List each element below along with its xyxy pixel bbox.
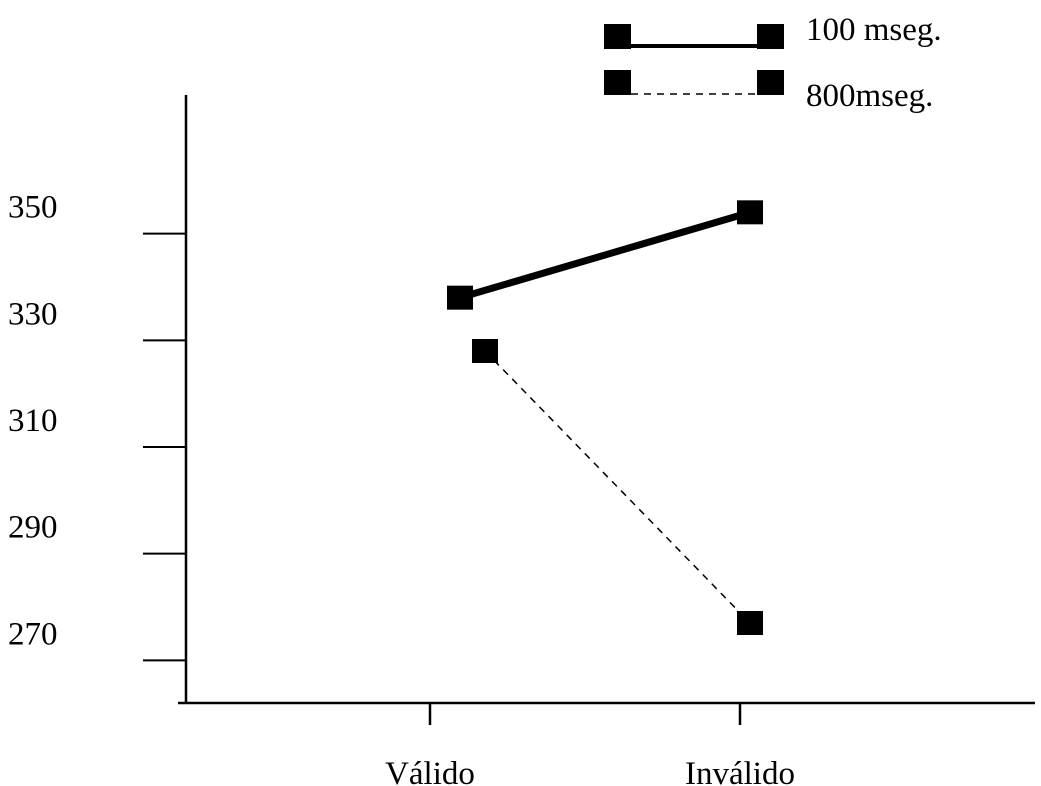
- y-ticks: 270 290 310 330 350: [8, 190, 186, 662]
- legend-label-2: 800mseg.: [806, 78, 933, 114]
- y-tick-label: 270: [8, 616, 58, 652]
- data-point-marker: [447, 285, 473, 310]
- data-point-marker: [737, 611, 763, 635]
- y-tick-label: 290: [8, 510, 58, 546]
- series-line-1: [459, 208, 751, 302]
- y-tick-label: 330: [8, 296, 58, 332]
- y-tick-label: 350: [8, 190, 58, 226]
- series-line-2: [484, 350, 751, 624]
- legend: 100 mseg. 800mseg.: [604, 12, 942, 114]
- legend-marker: [757, 24, 784, 49]
- legend-marker: [604, 70, 631, 95]
- legend-marker: [757, 70, 784, 95]
- legend-label-1: 100 mseg.: [806, 12, 942, 48]
- series-layer: [447, 200, 763, 635]
- x-tick-label: Inválido: [685, 756, 795, 786]
- legend-marker: [604, 24, 631, 49]
- x-ticks: Válido Inválido: [385, 703, 795, 786]
- x-tick-label: Válido: [385, 756, 475, 786]
- data-point-marker: [737, 200, 763, 225]
- data-point-marker: [472, 339, 498, 363]
- y-tick-label: 310: [8, 403, 58, 439]
